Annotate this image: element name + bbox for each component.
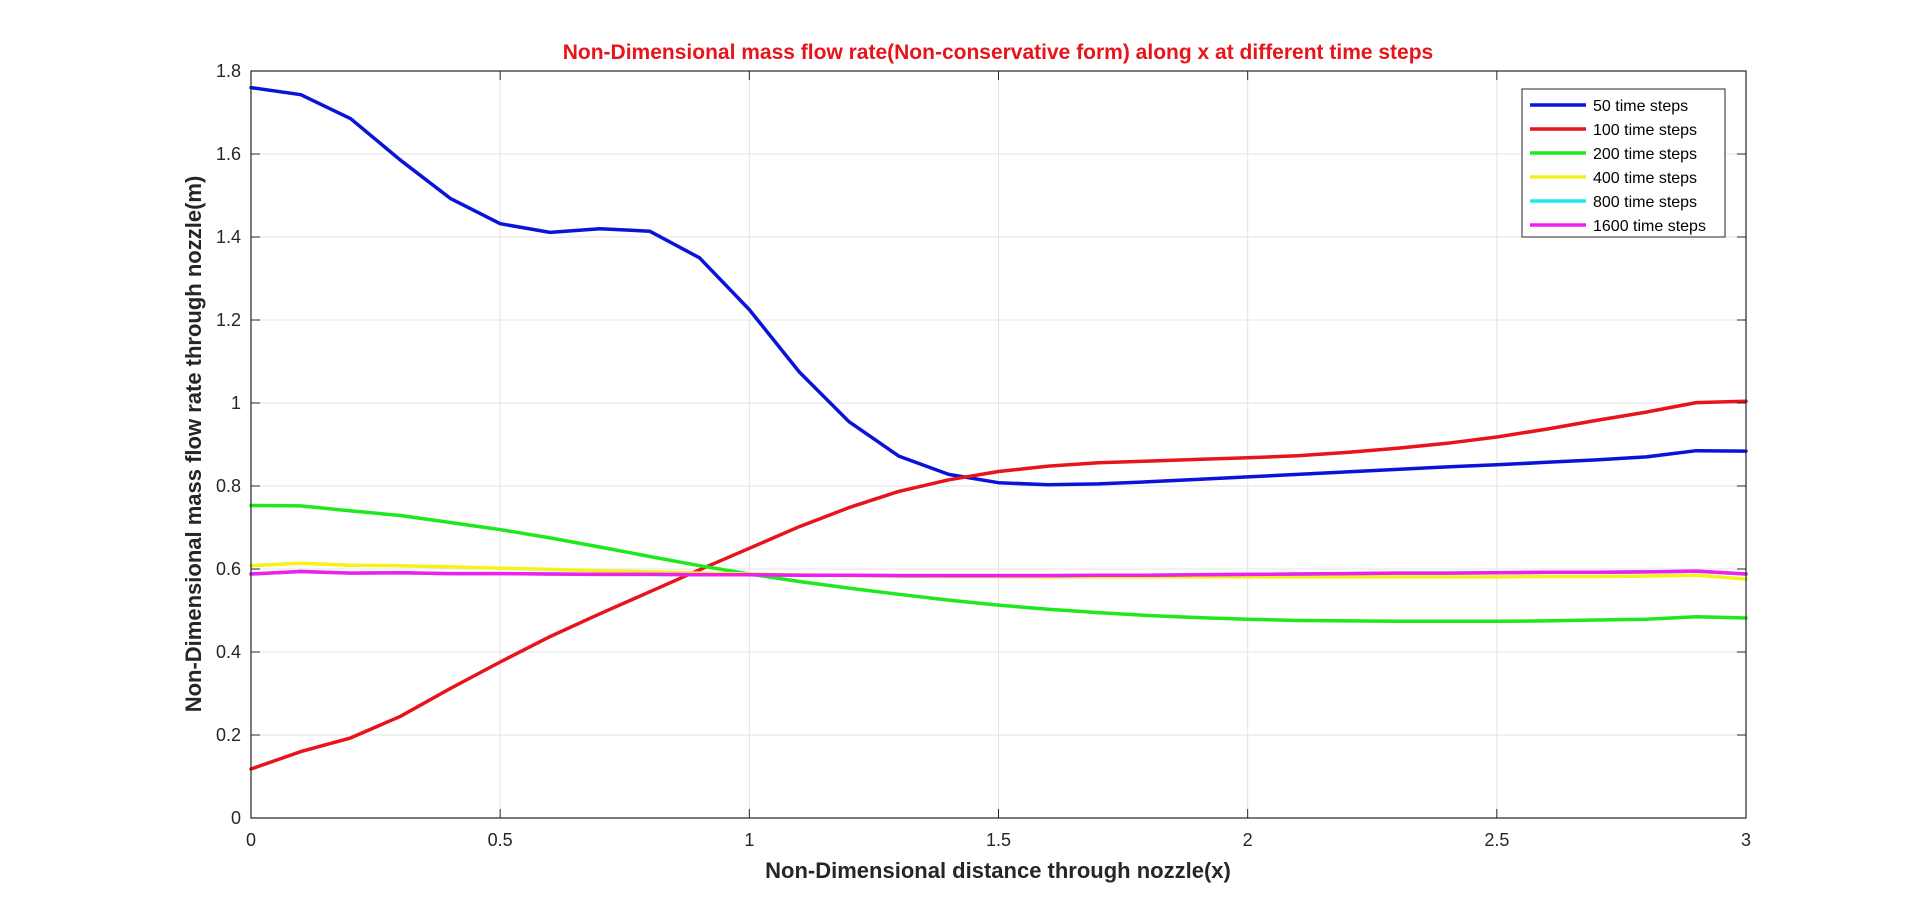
y-tick-label: 1.2 <box>216 310 241 330</box>
legend-label-6: 1600 time steps <box>1593 218 1706 235</box>
series-layer <box>249 85 1748 771</box>
y-tick-label: 0.8 <box>216 476 241 496</box>
y-tick-label: 0.4 <box>216 642 241 662</box>
y-tick-label: 1.4 <box>216 227 241 247</box>
legend-label-1: 50 time steps <box>1593 98 1688 115</box>
x-tick-label: 1 <box>744 830 754 850</box>
tick-labels: 0 0.5 1 1.5 2 2.5 3 0 0.2 0.4 0.6 0.8 1 1.2 1.4 1.6 1.8 <box>216 61 1751 850</box>
x-tick-label: 0 <box>246 830 256 850</box>
ticks <box>250 70 1747 819</box>
legend-label-3: 200 time steps <box>1593 146 1697 163</box>
chart-title: Non-Dimensional mass flow rate(Non-conse… <box>563 41 1434 64</box>
y-axis-title: Non-Dimensional mass flow rate through n… <box>181 176 206 713</box>
y-tick-label: 0.6 <box>216 559 241 579</box>
x-tick-label: 1.5 <box>986 830 1011 850</box>
y-tick-label: 1.6 <box>216 144 241 164</box>
series-line-1 <box>249 85 1748 487</box>
y-tick-label: 0.2 <box>216 725 241 745</box>
x-axis-title: Non-Dimensional distance through nozzle(… <box>765 858 1231 883</box>
legend-box <box>1521 88 1726 238</box>
y-tick-label: 0 <box>231 808 241 828</box>
series-line-3 <box>249 503 1748 624</box>
y-tick-label: 1 <box>231 393 241 413</box>
legend-label-5: 800 time steps <box>1593 194 1697 211</box>
series-line-6 <box>249 569 1748 578</box>
legend-label-2: 100 time steps <box>1593 122 1697 139</box>
x-tick-label: 2.5 <box>1484 830 1509 850</box>
x-tick-label: 2 <box>1243 830 1253 850</box>
x-tick-label: 0.5 <box>488 830 513 850</box>
x-tick-label: 3 <box>1741 830 1751 850</box>
series-line-2 <box>249 399 1748 771</box>
legend-label-4: 400 time steps <box>1593 170 1697 187</box>
y-tick-label: 1.8 <box>216 61 241 81</box>
legend: 50 time steps 100 time steps 200 time step… <box>1521 88 1726 238</box>
